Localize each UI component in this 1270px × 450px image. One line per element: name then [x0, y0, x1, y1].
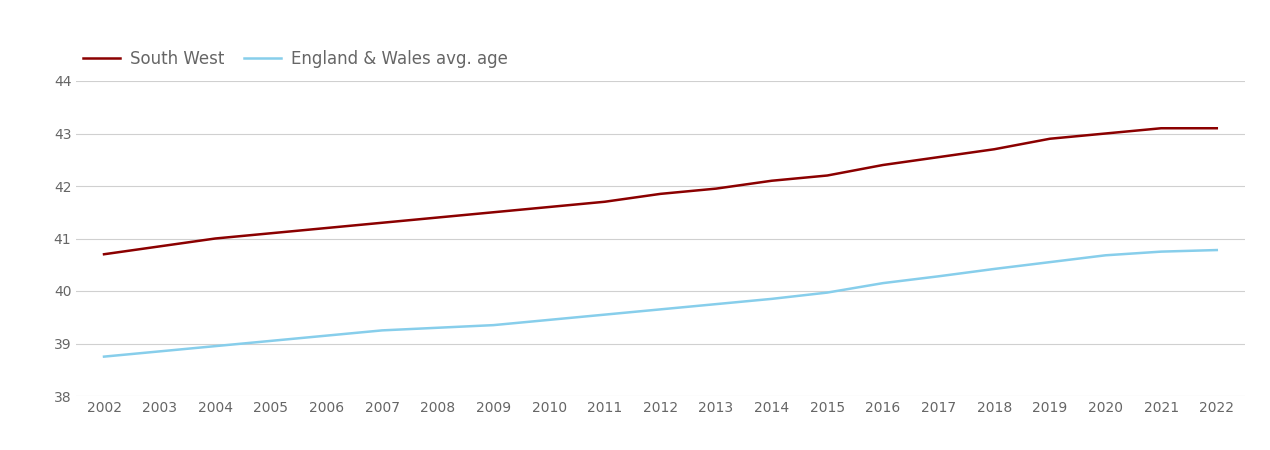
South West [431, 215, 446, 220]
England & Wales avg. age [931, 274, 946, 279]
South West [319, 225, 334, 231]
England & Wales avg. age [97, 354, 112, 359]
Legend: South West, England & Wales avg. age: South West, England & Wales avg. age [76, 43, 514, 75]
South West [541, 204, 556, 210]
England & Wales avg. age [819, 290, 834, 295]
England & Wales avg. age [208, 343, 224, 349]
England & Wales avg. age [431, 325, 446, 330]
Line: England & Wales avg. age: England & Wales avg. age [104, 250, 1217, 356]
South West [987, 147, 1002, 152]
South West [819, 173, 834, 178]
South West [709, 186, 724, 191]
England & Wales avg. age [597, 312, 612, 317]
England & Wales avg. age [1097, 252, 1113, 258]
South West [1153, 126, 1168, 131]
South West [263, 230, 278, 236]
England & Wales avg. age [152, 349, 168, 354]
England & Wales avg. age [709, 302, 724, 307]
England & Wales avg. age [319, 333, 334, 338]
South West [375, 220, 390, 225]
England & Wales avg. age [263, 338, 278, 344]
South West [486, 210, 502, 215]
England & Wales avg. age [486, 322, 502, 328]
England & Wales avg. age [653, 307, 668, 312]
England & Wales avg. age [765, 296, 780, 302]
South West [1209, 126, 1224, 131]
South West [152, 244, 168, 249]
England & Wales avg. age [875, 280, 890, 286]
South West [931, 154, 946, 160]
South West [208, 236, 224, 241]
England & Wales avg. age [987, 266, 1002, 272]
England & Wales avg. age [375, 328, 390, 333]
South West [765, 178, 780, 184]
South West [597, 199, 612, 204]
South West [97, 252, 112, 257]
England & Wales avg. age [1153, 249, 1168, 254]
South West [875, 162, 890, 168]
England & Wales avg. age [541, 317, 556, 323]
Line: South West: South West [104, 128, 1217, 254]
South West [1043, 136, 1058, 141]
England & Wales avg. age [1209, 248, 1224, 253]
South West [653, 191, 668, 197]
South West [1097, 131, 1113, 136]
England & Wales avg. age [1043, 259, 1058, 265]
